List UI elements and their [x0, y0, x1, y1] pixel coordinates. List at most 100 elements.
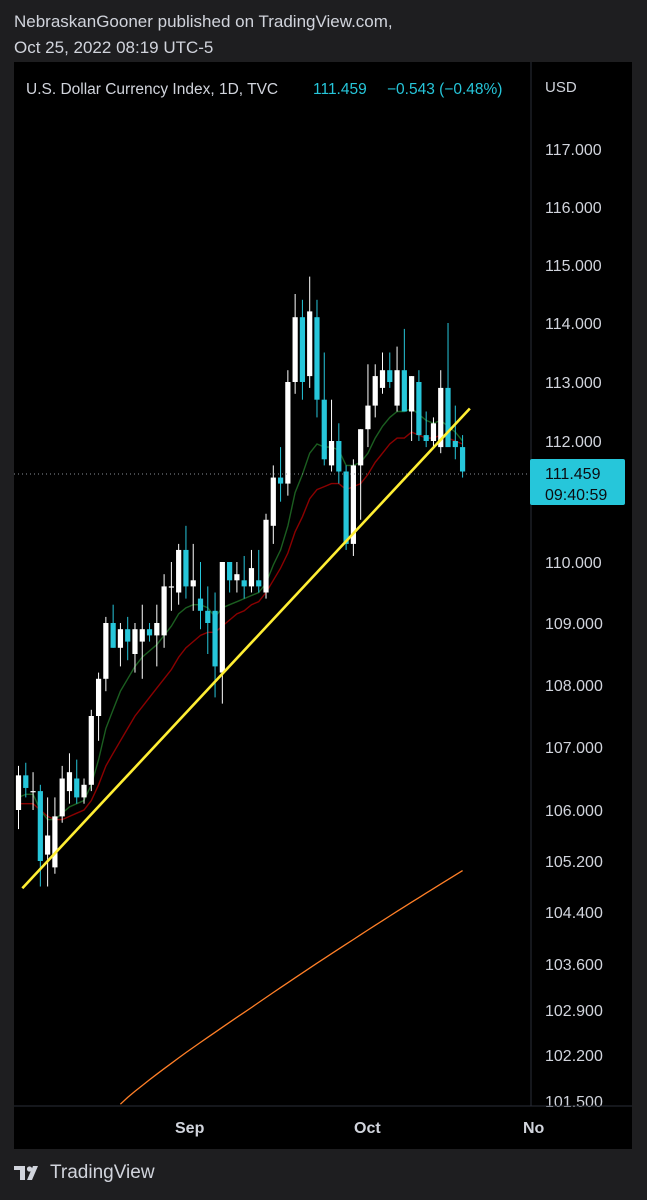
candle[interactable]: [423, 411, 429, 448]
candle[interactable]: [365, 364, 371, 448]
candle[interactable]: [95, 672, 102, 741]
candle-body: [103, 623, 109, 679]
candle[interactable]: [176, 543, 182, 605]
candle[interactable]: [66, 753, 73, 804]
candle-body: [81, 784, 87, 798]
candle-body: [365, 405, 371, 430]
price-tick-label: 110.000: [545, 555, 602, 572]
candle[interactable]: [219, 562, 225, 704]
candle[interactable]: [139, 604, 145, 679]
candle-body: [401, 370, 407, 412]
candle-body: [452, 441, 458, 448]
candle[interactable]: [314, 299, 320, 418]
candle[interactable]: [350, 459, 356, 556]
tradingview-brand[interactable]: TradingView: [14, 1162, 155, 1184]
candle-body: [15, 775, 22, 810]
price-tick-label: 116.000: [545, 200, 602, 217]
candle[interactable]: [59, 765, 65, 823]
time-tick-label: Oct: [354, 1120, 381, 1137]
candle[interactable]: [343, 465, 349, 550]
candle-body: [372, 376, 378, 406]
candle-body: [350, 465, 356, 544]
legend-change: −0.543 (−0.48%): [387, 81, 502, 98]
candle[interactable]: [263, 513, 269, 599]
candle[interactable]: [190, 543, 196, 611]
candle[interactable]: [241, 555, 247, 599]
candle[interactable]: [88, 709, 94, 792]
candle-body: [190, 580, 196, 587]
price-tag-value: 111.459: [545, 466, 601, 483]
candle[interactable]: [168, 562, 174, 611]
candle[interactable]: [285, 370, 291, 496]
candle[interactable]: [30, 772, 36, 810]
candle-body: [139, 629, 145, 642]
price-tag-box: [530, 459, 625, 505]
candle[interactable]: [117, 623, 124, 667]
candle[interactable]: [103, 616, 109, 692]
candle-body: [234, 574, 240, 581]
candle[interactable]: [270, 465, 276, 544]
candle[interactable]: [248, 549, 255, 593]
candle[interactable]: [52, 797, 58, 874]
candle[interactable]: [154, 604, 160, 667]
candle-body: [416, 382, 422, 436]
candle[interactable]: [321, 352, 327, 466]
ema-long-line: [18, 431, 463, 821]
candle[interactable]: [256, 549, 262, 593]
candle-body: [459, 447, 466, 472]
candle[interactable]: [132, 623, 138, 673]
candle[interactable]: [197, 562, 204, 630]
candle-body: [197, 598, 204, 611]
candle[interactable]: [372, 364, 378, 418]
candle-body: [336, 441, 342, 472]
candle[interactable]: [394, 346, 400, 412]
candle[interactable]: [146, 623, 153, 642]
price-tick-label: 109.000: [545, 616, 603, 633]
candle[interactable]: [328, 399, 335, 472]
candle[interactable]: [110, 604, 116, 648]
candle-body: [387, 370, 393, 382]
candle[interactable]: [307, 276, 313, 388]
candle[interactable]: [23, 762, 29, 798]
candle[interactable]: [358, 429, 364, 520]
candle-body: [219, 562, 225, 673]
candle[interactable]: [81, 778, 87, 804]
candle[interactable]: [379, 352, 386, 394]
candle[interactable]: [227, 562, 233, 593]
candle[interactable]: [445, 323, 451, 448]
candle[interactable]: [430, 417, 437, 448]
candle[interactable]: [459, 435, 466, 478]
candle[interactable]: [277, 447, 284, 502]
candle-body: [321, 399, 327, 460]
chart-frame[interactable]: USD 117.000 116.000 115.000 114.000 113.000 11…: [14, 62, 632, 1149]
candle[interactable]: [161, 574, 167, 648]
candle[interactable]: [234, 562, 240, 593]
candle[interactable]: [416, 370, 422, 441]
trendline[interactable]: [21, 407, 471, 890]
candle[interactable]: [387, 352, 393, 388]
candlestick-chart[interactable]: USD 117.000 116.000 115.000 114.000 113.000 11…: [14, 62, 632, 1149]
candle-body: [409, 376, 415, 412]
candle-body: [95, 678, 102, 716]
candle[interactable]: [292, 294, 298, 394]
candle-body: [110, 623, 116, 648]
candle[interactable]: [205, 586, 211, 654]
candle-body: [132, 629, 138, 654]
candle-body: [23, 775, 29, 788]
candle[interactable]: [452, 405, 458, 460]
candle[interactable]: [15, 765, 22, 830]
candle-body: [74, 778, 80, 798]
candle-body: [125, 629, 131, 642]
candle-body: [212, 610, 218, 667]
candle[interactable]: [299, 299, 306, 400]
candle[interactable]: [409, 376, 415, 441]
publisher-line: NebraskanGooner published on TradingView…: [14, 12, 393, 31]
candle[interactable]: [74, 759, 80, 804]
candle[interactable]: [45, 797, 51, 887]
price-tick-label: 113.000: [545, 375, 602, 392]
candle[interactable]: [401, 328, 407, 412]
candle[interactable]: [125, 616, 131, 661]
candle[interactable]: [183, 525, 189, 599]
price-tick-label: 114.000: [545, 316, 602, 333]
candle-body: [285, 382, 291, 484]
